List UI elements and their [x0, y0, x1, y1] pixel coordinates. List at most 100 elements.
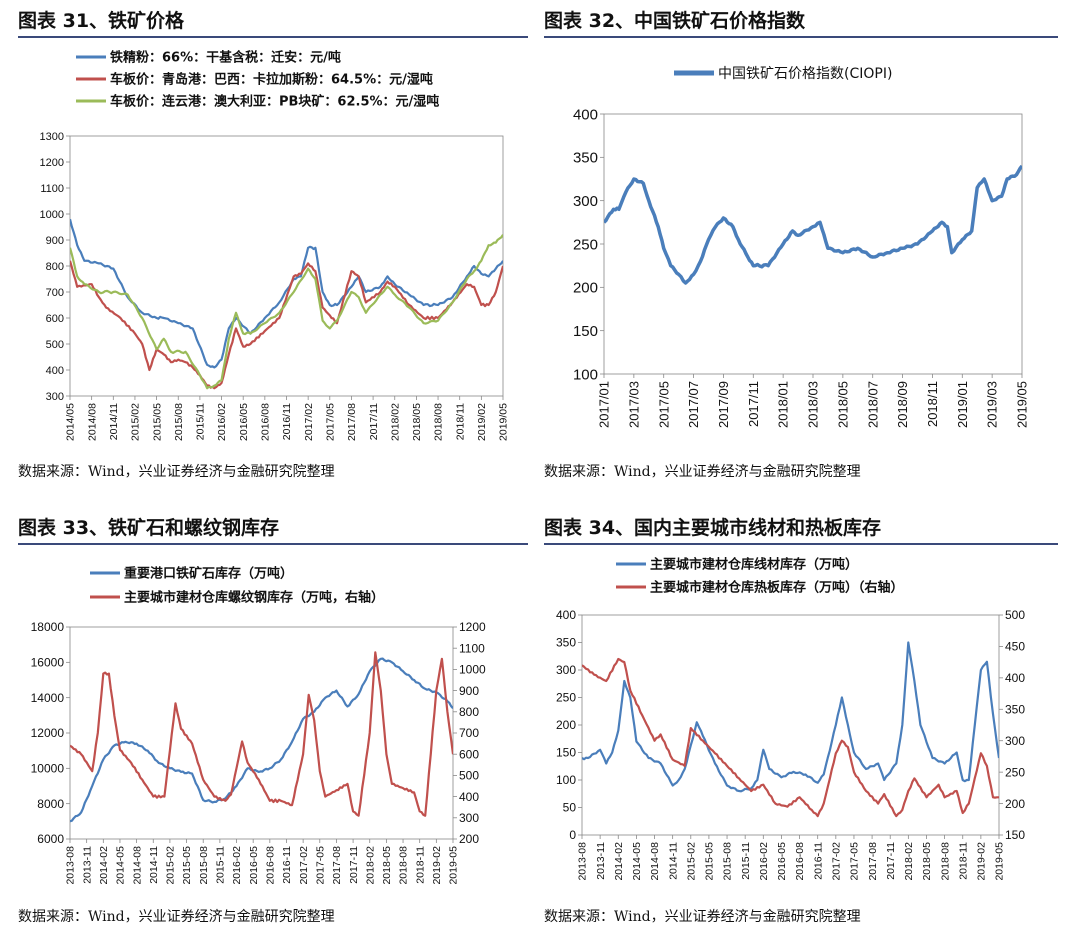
- series-line: [582, 657, 999, 818]
- x-tick-label: 2017-02: [298, 846, 310, 885]
- x-tick-label: 2016/05: [238, 403, 250, 441]
- title-divider: [544, 36, 1058, 38]
- x-tick-label: 2019/02: [476, 403, 488, 441]
- y-left-tick-label: 400: [573, 106, 598, 123]
- x-tick-label: 2018-08: [398, 846, 410, 885]
- x-tick-label: 2013-08: [65, 846, 77, 885]
- source-note: 数据来源：Wind，兴业证券经济与金融研究院整理: [544, 464, 861, 480]
- plot-frame: [581, 614, 1000, 836]
- y-right-tick-label: 400: [1005, 671, 1025, 685]
- y-left-tick-label: 350: [556, 636, 576, 650]
- x-tick-label: 2016-11: [812, 842, 824, 880]
- x-tick-label: 2014-05: [631, 842, 643, 881]
- x-tick-label: 2018-02: [903, 842, 915, 881]
- legend-label: 车板价：连云港：澳大利亚：PB块矿：62.5%：元/湿吨: [110, 94, 439, 110]
- legend-label: 中国铁矿石价格指数(CIOPI): [718, 66, 892, 82]
- legend-label: 车板价：青岛港：巴西：卡拉加斯粉：64.5%：元/湿吨: [110, 72, 433, 88]
- x-tick-label: 2017-11: [348, 846, 360, 884]
- x-tick-label: 2014-02: [98, 846, 110, 885]
- x-tick-label: 2017-08: [867, 842, 879, 881]
- x-tick-label: 2016-02: [758, 842, 770, 881]
- y-left-tick-label: 400: [556, 608, 576, 622]
- x-tick-label: 2017-05: [314, 846, 326, 885]
- y-left-tick-label: 10000: [31, 762, 65, 776]
- legend-label: 主要城市建材仓库热板库存（万吨）（右轴）: [650, 580, 904, 596]
- x-tick-label: 2018/11: [454, 403, 466, 440]
- x-tick-label: 2015-02: [685, 842, 697, 881]
- series-line: [70, 651, 453, 817]
- chart-title: 图表 34、国内主要城市线材和热板库存: [544, 517, 882, 539]
- chart-area: 100 150 200 250 300 350 400 2017/01 2017/03 2017/…: [544, 40, 1058, 450]
- x-tick-label: 2014-08: [131, 846, 143, 885]
- chart-svg: 300 400 500 600 700 800 900 1000 1100 1200 1300 201…: [40, 50, 510, 441]
- y-left-tick-label: 16000: [31, 656, 65, 670]
- x-tick-label: 2018-02: [364, 846, 376, 885]
- series-line: [582, 641, 999, 793]
- y-right-tick-label: 300: [1005, 734, 1025, 748]
- x-tick-label: 2018/09: [895, 381, 910, 428]
- y-left-tick-label: 1100: [40, 183, 64, 195]
- chart-title: 图表 33、铁矿石和螺纹钢库存: [18, 517, 280, 539]
- panel-wire-hotplate-inventory: 图表 34、国内主要城市线材和热板库存 0 50 100 150 200 250 300 35…: [544, 513, 1058, 933]
- x-tick-label: 2017-02: [831, 842, 843, 881]
- x-tick-label: 2018/03: [806, 381, 821, 428]
- x-tick-label: 2017/05: [656, 381, 671, 428]
- x-tick-label: 2017-11: [885, 842, 897, 880]
- x-tick-label: 2017-05: [849, 842, 861, 881]
- y-left-tick-label: 300: [573, 193, 598, 210]
- y-right-tick-label: 600: [459, 747, 479, 761]
- x-tick-label: 2015-05: [704, 842, 716, 881]
- x-tick-label: 2016-02: [231, 846, 243, 885]
- panel-ore-rebar-inventory: 图表 33、铁矿石和螺纹钢库存 6000 8000 10000 12000 14000 1…: [18, 513, 528, 933]
- y-left-tick-label: 100: [573, 366, 598, 383]
- source-note: 数据来源：Wind，兴业证券经济与金融研究院整理: [18, 464, 335, 480]
- x-tick-label: 2018/08: [433, 403, 445, 441]
- y-right-tick-label: 250: [1005, 765, 1025, 779]
- series-line: [70, 260, 503, 390]
- x-tick-label: 2017/02: [303, 403, 315, 441]
- title-divider: [18, 543, 528, 545]
- legend-label: 铁精粉：66%：干基含税：迁安：元/吨: [109, 50, 341, 66]
- x-tick-label: 2019-05: [448, 846, 460, 885]
- x-tick-label: 2019-05: [994, 842, 1006, 881]
- x-tick-label: 2019/01: [955, 381, 970, 428]
- x-tick-label: 2017/05: [324, 403, 336, 441]
- y-left-tick-label: 18000: [31, 620, 65, 634]
- x-tick-label: 2015-11: [740, 842, 752, 880]
- y-left-tick-label: 8000: [37, 797, 64, 811]
- x-tick-label: 2018-11: [414, 846, 426, 884]
- plot-frame: [69, 135, 504, 397]
- y-left-tick-label: 50: [563, 801, 577, 815]
- y-left-tick-label: 1200: [40, 157, 64, 169]
- y-right-tick-label: 1200: [459, 620, 486, 634]
- x-tick-label: 2017/07: [686, 381, 701, 428]
- x-tick-label: 2014/08: [86, 403, 98, 441]
- legend-label: 主要城市建材仓库螺纹钢库存（万吨，右轴）: [124, 590, 384, 606]
- x-tick-label: 2015-08: [722, 842, 734, 881]
- y-left-tick-label: 300: [556, 663, 576, 677]
- x-tick-label: 2019-02: [976, 842, 988, 881]
- x-tick-label: 2016-08: [794, 842, 806, 881]
- x-tick-label: 2015-05: [181, 846, 193, 885]
- y-right-tick-label: 300: [459, 811, 479, 825]
- chart-area: 300 400 500 600 700 800 900 1000 1100 1200 1300 201…: [18, 40, 528, 450]
- x-tick-label: 2016/11: [281, 403, 293, 440]
- chart-title: 图表 32、中国铁矿石价格指数: [544, 10, 806, 32]
- plot-frame: [69, 626, 454, 840]
- y-right-tick-label: 700: [459, 726, 479, 740]
- y-left-tick-label: 0: [569, 828, 576, 842]
- x-tick-label: 2019-02: [431, 846, 443, 885]
- source-note: 数据来源：Wind，兴业证券经济与金融研究院整理: [18, 909, 335, 925]
- x-tick-label: 2016/08: [260, 403, 272, 441]
- y-right-tick-label: 500: [459, 769, 479, 783]
- y-right-tick-label: 800: [459, 705, 479, 719]
- series-line: [70, 218, 503, 369]
- x-tick-label: 2018/11: [925, 381, 940, 427]
- title-divider: [544, 543, 1058, 545]
- x-tick-label: 2016-05: [248, 846, 260, 885]
- x-tick-label: 2016-08: [265, 846, 277, 885]
- y-left-tick-label: 12000: [31, 726, 65, 740]
- x-tick-label: 2017/08: [346, 403, 358, 441]
- x-tick-label: 2015-11: [215, 846, 227, 884]
- x-tick-label: 2014-11: [148, 846, 160, 884]
